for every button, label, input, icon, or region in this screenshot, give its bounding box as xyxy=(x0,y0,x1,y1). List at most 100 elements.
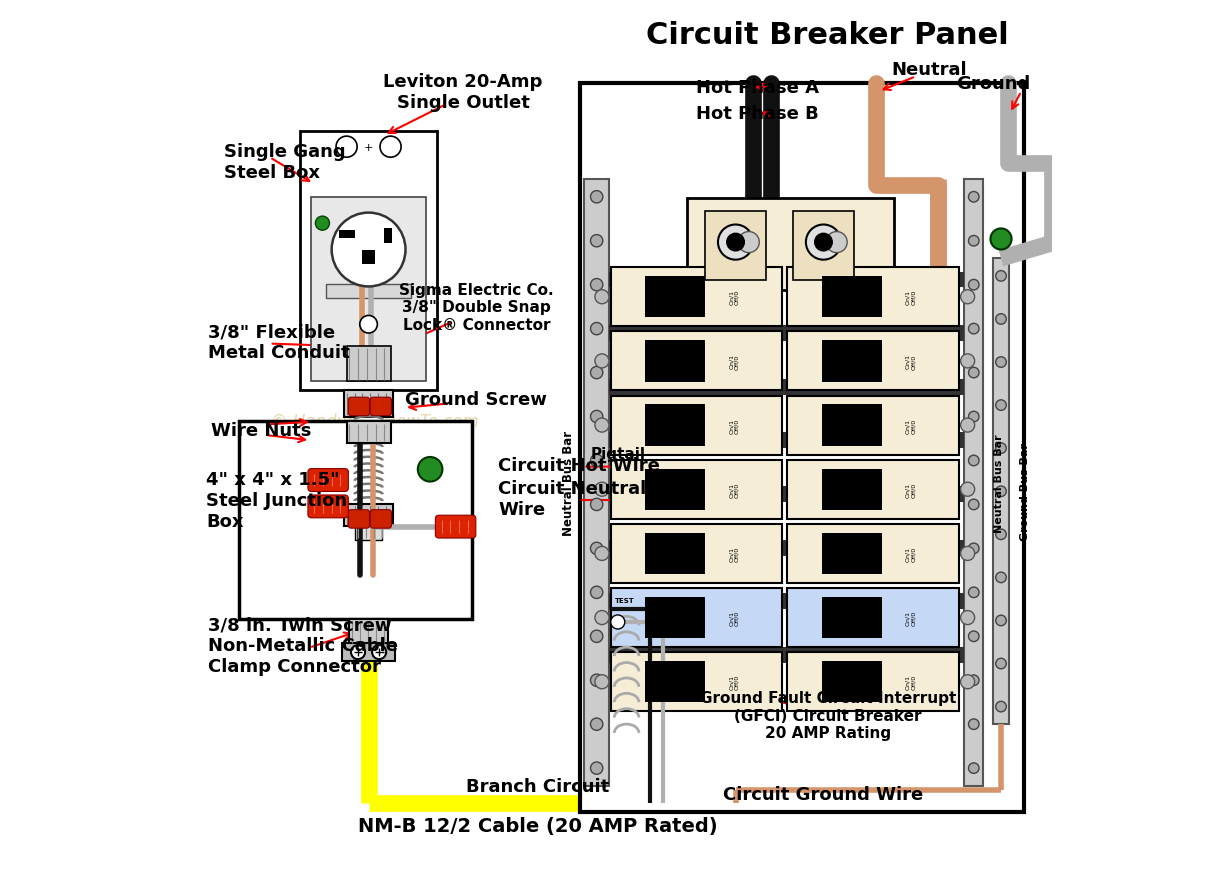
Bar xyxy=(342,644,394,661)
Bar xyxy=(344,505,393,527)
Bar xyxy=(609,541,964,557)
Bar xyxy=(993,259,1009,724)
Text: Neutral: Neutral xyxy=(891,61,967,79)
Circle shape xyxy=(969,675,979,686)
Text: On/1
Off/0: On/1 Off/0 xyxy=(905,418,916,433)
Bar xyxy=(338,231,354,239)
Bar xyxy=(300,132,436,391)
Bar xyxy=(964,180,984,786)
Circle shape xyxy=(595,419,609,433)
Bar xyxy=(611,396,782,455)
FancyBboxPatch shape xyxy=(348,510,370,529)
Circle shape xyxy=(595,611,609,625)
Circle shape xyxy=(960,291,975,305)
Circle shape xyxy=(590,630,603,643)
Circle shape xyxy=(996,572,1006,583)
Circle shape xyxy=(595,547,609,561)
Circle shape xyxy=(590,411,603,423)
Text: TEST: TEST xyxy=(615,598,635,604)
FancyBboxPatch shape xyxy=(370,398,392,416)
FancyBboxPatch shape xyxy=(348,398,370,416)
Text: On/1
Off/0: On/1 Off/0 xyxy=(729,354,740,369)
Text: Circuit Ground Wire: Circuit Ground Wire xyxy=(723,786,924,803)
Circle shape xyxy=(996,615,1006,626)
Text: Ground Bus Bar: Ground Bus Bar xyxy=(1019,443,1030,541)
Text: Circuit Breaker Panel: Circuit Breaker Panel xyxy=(647,21,1009,49)
Circle shape xyxy=(332,213,405,287)
Text: Hot Phase A: Hot Phase A xyxy=(696,79,820,97)
Bar xyxy=(609,648,964,664)
Circle shape xyxy=(960,419,975,433)
FancyBboxPatch shape xyxy=(307,495,348,518)
Bar xyxy=(646,341,706,382)
Bar xyxy=(646,469,706,510)
Text: © HandymanHowTo.com: © HandymanHowTo.com xyxy=(271,413,479,430)
Bar xyxy=(347,421,391,443)
FancyBboxPatch shape xyxy=(307,469,348,492)
Circle shape xyxy=(352,645,365,659)
Circle shape xyxy=(960,675,975,689)
Text: Circuit Hot Wire: Circuit Hot Wire xyxy=(499,457,660,474)
Circle shape xyxy=(595,675,609,689)
Bar xyxy=(609,433,964,449)
Bar xyxy=(822,661,882,702)
Text: NM-B 12/2 Cable (20 AMP Rated): NM-B 12/2 Cable (20 AMP Rated) xyxy=(358,816,718,835)
Text: Leviton 20-Amp
Single Outlet: Leviton 20-Amp Single Outlet xyxy=(383,73,543,112)
Bar xyxy=(646,533,706,574)
Bar xyxy=(788,460,959,519)
Circle shape xyxy=(969,236,979,247)
Bar xyxy=(793,212,854,281)
Bar xyxy=(646,405,706,446)
Bar xyxy=(822,469,882,510)
Text: On/1
Off/0: On/1 Off/0 xyxy=(905,546,916,561)
Circle shape xyxy=(996,314,1006,325)
Circle shape xyxy=(969,763,979,774)
Circle shape xyxy=(590,235,603,248)
Circle shape xyxy=(590,279,603,291)
Circle shape xyxy=(969,631,979,642)
Bar xyxy=(611,268,782,327)
Bar xyxy=(822,341,882,382)
Bar xyxy=(584,180,609,786)
Text: On/1
Off/0: On/1 Off/0 xyxy=(905,482,916,497)
Circle shape xyxy=(418,457,442,482)
Circle shape xyxy=(611,615,625,630)
Circle shape xyxy=(996,529,1006,540)
Text: Ground: Ground xyxy=(956,75,1030,92)
Text: 3/8 in. Twin Screw
Non-Metallic Cable
Clamp Connector: 3/8 in. Twin Screw Non-Metallic Cable Cl… xyxy=(208,615,398,675)
Text: Branch Circuit: Branch Circuit xyxy=(467,777,609,795)
FancyBboxPatch shape xyxy=(435,515,475,538)
Circle shape xyxy=(969,500,979,510)
Circle shape xyxy=(969,587,979,598)
Circle shape xyxy=(969,412,979,422)
Circle shape xyxy=(815,234,832,252)
Bar xyxy=(239,421,472,619)
Circle shape xyxy=(595,291,609,305)
Circle shape xyxy=(595,355,609,369)
Text: 4" x 4" x 1.5"
Steel Junction
Box: 4" x 4" x 1.5" Steel Junction Box xyxy=(206,471,348,530)
Bar xyxy=(822,405,882,446)
Bar xyxy=(311,198,426,382)
Circle shape xyxy=(590,499,603,511)
Circle shape xyxy=(996,658,1006,669)
Bar xyxy=(788,524,959,583)
Text: Circuit Neutral
Wire: Circuit Neutral Wire xyxy=(499,479,647,518)
Circle shape xyxy=(991,229,1012,250)
Bar xyxy=(822,597,882,638)
Text: On/1
Off/0: On/1 Off/0 xyxy=(905,674,916,689)
Circle shape xyxy=(960,355,975,369)
Circle shape xyxy=(726,234,745,252)
Circle shape xyxy=(969,192,979,203)
Circle shape xyxy=(996,443,1006,454)
Text: Neutral Bus Bar: Neutral Bus Bar xyxy=(995,434,1004,532)
Circle shape xyxy=(590,587,603,599)
Bar xyxy=(611,460,782,519)
Circle shape xyxy=(360,316,377,334)
Bar xyxy=(611,332,782,391)
Bar xyxy=(611,652,782,711)
Text: Hot Phase B: Hot Phase B xyxy=(696,105,818,123)
Bar xyxy=(788,588,959,647)
Bar xyxy=(609,326,964,342)
Text: Sigma Electric Co.
3/8" Double Snap
Lock® Connector: Sigma Electric Co. 3/8" Double Snap Lock… xyxy=(399,283,554,332)
Circle shape xyxy=(590,323,603,335)
